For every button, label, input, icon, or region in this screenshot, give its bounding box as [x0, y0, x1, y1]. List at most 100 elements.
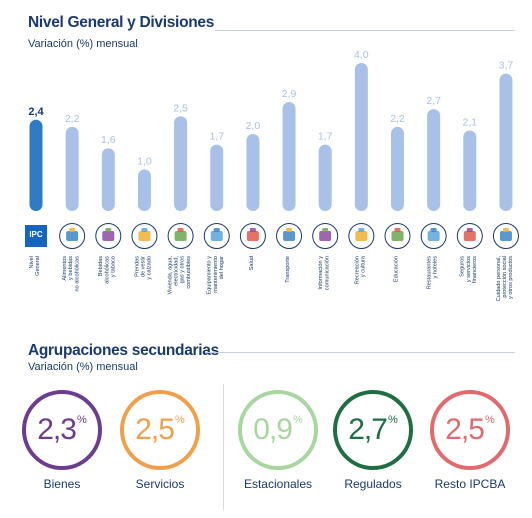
category-label-10: Educación — [394, 256, 400, 282]
school-icon-glyph-top — [394, 228, 401, 232]
bar-1 — [65, 126, 79, 211]
category-label-line: Recreación — [354, 256, 360, 284]
category-label-3: Prendasde vestiry calzado — [134, 256, 152, 280]
bar-10 — [391, 126, 404, 211]
category-label-1: Alimentosy bebidasno alcohólicas — [62, 256, 80, 292]
category-label-line: Restaurantes — [427, 256, 433, 289]
bank-icon-glyph-top — [466, 228, 473, 232]
value-label-3: 1,0 — [137, 156, 152, 168]
section-subtitle-agrupaciones: Variación (%) mensual — [28, 361, 138, 373]
category-label-line: General — [35, 256, 41, 276]
laptop-icon-glyph-top — [322, 228, 329, 232]
group-value: 2,3 — [37, 413, 77, 446]
bar-12 — [463, 130, 477, 211]
category-label-line: Salud — [249, 256, 255, 270]
category-label-5: Equipamiento ymantenimientodel hogar — [207, 256, 225, 295]
shirt-icon-glyph — [138, 231, 151, 241]
category-label-12: Segurosy serviciosfinancieros — [460, 256, 478, 283]
category-label-line: no alcohólicas — [74, 256, 80, 292]
category-label-4: Vivienda, agua,electricidad,gas y otrosc… — [167, 256, 192, 295]
category-label-line: gas y otros — [180, 256, 186, 284]
category-label-line: y bebidas — [68, 256, 74, 280]
category-label-line: Transporte — [285, 256, 291, 283]
category-label-line: del hogar — [219, 256, 225, 279]
section-title-divisiones: Nivel General y Divisiones — [28, 14, 215, 31]
group-value: 0,9 — [253, 413, 293, 446]
category-label-line: y calzado — [147, 256, 153, 280]
value-label-7: 2,9 — [282, 88, 297, 100]
restaurant-cloche-icon-glyph — [427, 231, 440, 241]
laptop-icon-glyph — [319, 231, 332, 241]
category-label-line: Vivienda, agua, — [167, 256, 173, 295]
title-rule-2 — [205, 352, 515, 353]
category-label-line: alcohólicas — [104, 256, 110, 284]
group-value: 2,5 — [445, 413, 485, 446]
category-label-line: Bebidas — [98, 256, 104, 276]
groceries-icon-glyph-top — [69, 228, 76, 232]
bank-icon-glyph — [463, 231, 476, 241]
group-ring: 0,9% — [238, 390, 318, 470]
bar-6 — [246, 134, 260, 211]
category-label-13: Cuidado personal,protección socialy otro… — [496, 256, 514, 302]
divisions-bar-chart: 2,4 IPC NivelGeneral 2,2 Alimentosy bebidasn… — [25, 49, 519, 302]
value-label-13: 3,7 — [499, 60, 514, 72]
category-label-line: Equipamiento y — [207, 256, 213, 295]
bar-13 — [499, 73, 513, 212]
category-label-9: Recreacióny cultura — [354, 255, 366, 284]
restaurant-cloche-icon-glyph-top — [430, 228, 437, 232]
group-label: Regulados — [344, 477, 402, 491]
group-resto-ipcba: 2,5% Resto IPCBA — [425, 390, 515, 491]
group-estacionales: 0,9% Estacionales — [233, 390, 323, 491]
category-label-0: NivelGeneral — [29, 256, 41, 276]
category-label-line: Educación — [394, 256, 400, 282]
category-label-line: electricidad, — [174, 256, 180, 286]
house-icon-glyph-top — [177, 228, 184, 232]
section-subtitle-divisiones: Variación (%) mensual — [28, 38, 138, 50]
group-label: Resto IPCBA — [434, 477, 506, 491]
value-label-0: 2,4 — [28, 106, 44, 118]
section-title-agrupaciones: Agrupaciones secundarias — [28, 342, 219, 359]
category-label-line: protección social — [502, 256, 508, 298]
value-label-8: 1,7 — [318, 131, 333, 143]
group-servicios: 2,5% Servicios — [115, 390, 205, 491]
house-icon-glyph — [174, 231, 187, 241]
movie-ticket-icon-glyph — [355, 231, 368, 241]
category-label-7: Transporte — [285, 256, 291, 283]
group-regulados: 2,7% Regulados — [328, 390, 418, 491]
value-label-5: 1,7 — [209, 131, 224, 143]
appliance-icon-glyph — [210, 231, 223, 241]
bar-2 — [101, 148, 115, 211]
value-label-4: 2,5 — [173, 102, 188, 114]
appliance-icon-glyph-top — [213, 228, 220, 232]
group-label: Estacionales — [243, 477, 313, 491]
category-label-line: de vestir — [140, 256, 146, 277]
group-ring: 2,5% — [430, 390, 510, 470]
category-label-line: y otros productos — [508, 256, 514, 299]
group-ring: 2,7% — [333, 390, 413, 470]
category-label-2: Bebidasalcohólicasy tabaco — [98, 256, 116, 284]
shirt-icon-glyph-top — [141, 228, 148, 232]
category-label-line: Prendas — [134, 256, 140, 277]
group-unit: % — [292, 414, 303, 426]
group-unit: % — [484, 414, 495, 426]
category-label-line: y tabaco — [111, 256, 117, 277]
value-label-9: 4,0 — [354, 49, 369, 61]
value-label-6: 2,0 — [246, 120, 261, 132]
doctor-icon-glyph-top — [249, 228, 256, 232]
airplane-icon-glyph — [283, 231, 296, 241]
value-label-12: 2,1 — [462, 116, 477, 128]
bar-0 — [29, 119, 43, 211]
bar-8 — [318, 144, 332, 211]
category-label-line: Nivel — [29, 256, 35, 268]
title-rule — [215, 30, 515, 31]
category-label-6: Salud — [249, 256, 255, 270]
group-bienes: 2,3% Bienes — [17, 390, 107, 491]
logo-text: IPC — [29, 230, 43, 239]
group-unit: % — [387, 414, 398, 426]
ipc-logo — [25, 225, 47, 247]
group-value: 2,7 — [348, 413, 388, 446]
personal-care-icon-glyph-top — [502, 228, 509, 232]
wine-bottle-icon-glyph — [102, 231, 115, 241]
value-label-2: 1,6 — [101, 134, 116, 146]
category-label-line: combustibles — [186, 256, 192, 289]
